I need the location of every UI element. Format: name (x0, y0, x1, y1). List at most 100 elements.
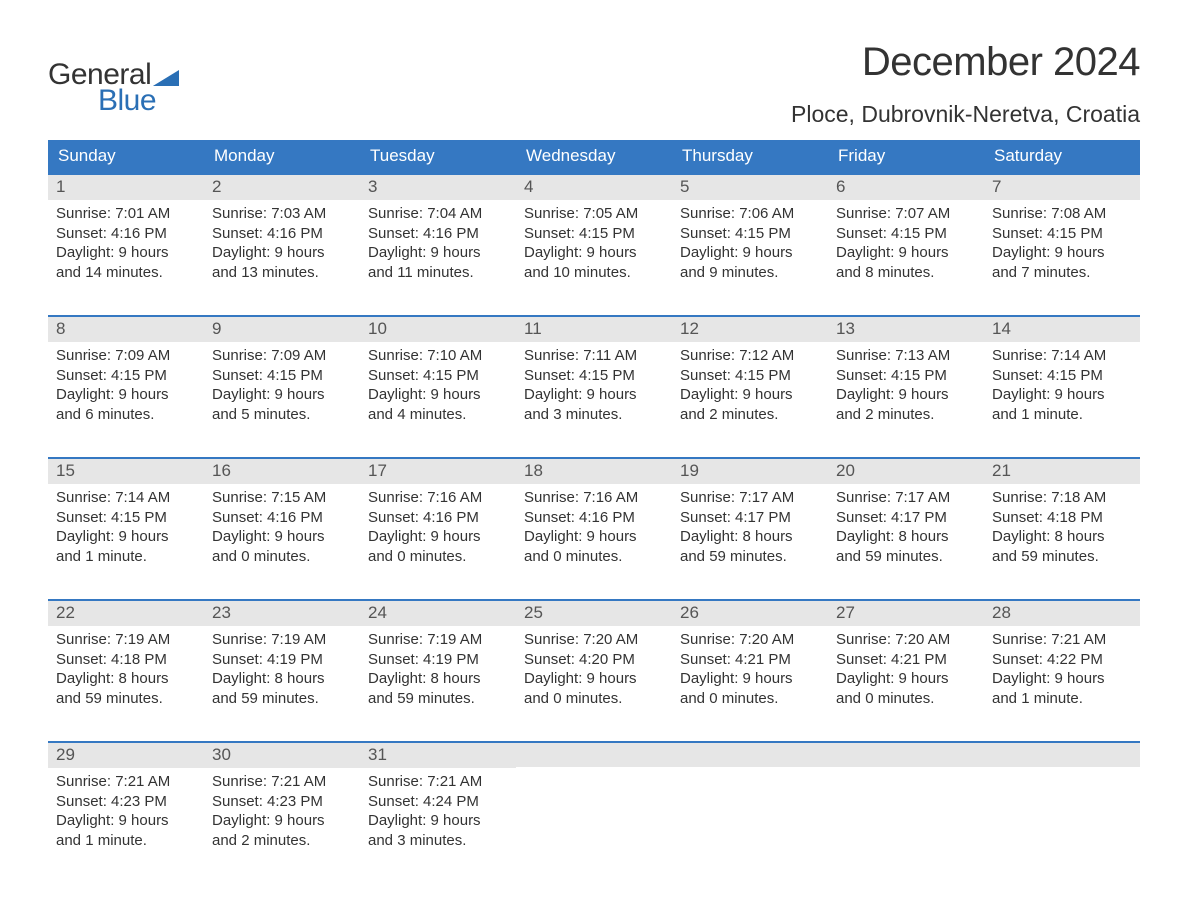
daylight-text: and 6 minutes. (56, 405, 196, 425)
day-number: 28 (984, 601, 1140, 626)
daylight-text: Daylight: 8 hours (368, 669, 508, 689)
day-content: Sunrise: 7:14 AMSunset: 4:15 PMDaylight:… (984, 342, 1140, 426)
month-title: December 2024 (791, 40, 1140, 85)
sunrise-text: Sunrise: 7:10 AM (368, 346, 508, 366)
day-content: Sunrise: 7:11 AMSunset: 4:15 PMDaylight:… (516, 342, 672, 426)
daylight-text: Daylight: 9 hours (212, 243, 352, 263)
empty-day-header (828, 743, 984, 767)
day-number: 6 (828, 175, 984, 200)
sunrise-text: Sunrise: 7:21 AM (368, 772, 508, 792)
sunrise-text: Sunrise: 7:16 AM (368, 488, 508, 508)
day-number: 14 (984, 317, 1140, 342)
daylight-text: and 4 minutes. (368, 405, 508, 425)
day-content: Sunrise: 7:19 AMSunset: 4:19 PMDaylight:… (360, 626, 516, 710)
calendar-day-cell: 23Sunrise: 7:19 AMSunset: 4:19 PMDayligh… (204, 601, 360, 719)
daylight-text: Daylight: 8 hours (56, 669, 196, 689)
daylight-text: and 1 minute. (56, 831, 196, 851)
daylight-text: and 59 minutes. (680, 547, 820, 567)
day-number: 10 (360, 317, 516, 342)
calendar-week: 1Sunrise: 7:01 AMSunset: 4:16 PMDaylight… (48, 173, 1140, 293)
calendar-day-cell: 21Sunrise: 7:18 AMSunset: 4:18 PMDayligh… (984, 459, 1140, 577)
sunrise-text: Sunrise: 7:12 AM (680, 346, 820, 366)
day-content: Sunrise: 7:19 AMSunset: 4:19 PMDaylight:… (204, 626, 360, 710)
sunrise-text: Sunrise: 7:21 AM (212, 772, 352, 792)
daylight-text: and 0 minutes. (524, 689, 664, 709)
calendar-day-cell: 15Sunrise: 7:14 AMSunset: 4:15 PMDayligh… (48, 459, 204, 577)
day-number: 1 (48, 175, 204, 200)
calendar-day-cell (516, 743, 672, 861)
sunrise-text: Sunrise: 7:13 AM (836, 346, 976, 366)
sunset-text: Sunset: 4:15 PM (992, 224, 1132, 244)
sunset-text: Sunset: 4:15 PM (836, 366, 976, 386)
sunset-text: Sunset: 4:15 PM (368, 366, 508, 386)
calendar-day-cell: 22Sunrise: 7:19 AMSunset: 4:18 PMDayligh… (48, 601, 204, 719)
daylight-text: Daylight: 9 hours (56, 811, 196, 831)
brand-word-2: Blue (98, 84, 179, 118)
day-content: Sunrise: 7:20 AMSunset: 4:20 PMDaylight:… (516, 626, 672, 710)
day-number: 30 (204, 743, 360, 768)
daylight-text: Daylight: 9 hours (836, 243, 976, 263)
calendar-day-cell: 11Sunrise: 7:11 AMSunset: 4:15 PMDayligh… (516, 317, 672, 435)
calendar-day-cell: 4Sunrise: 7:05 AMSunset: 4:15 PMDaylight… (516, 175, 672, 293)
daylight-text: and 0 minutes. (212, 547, 352, 567)
sunrise-text: Sunrise: 7:21 AM (56, 772, 196, 792)
calendar-week: 22Sunrise: 7:19 AMSunset: 4:18 PMDayligh… (48, 599, 1140, 719)
day-number: 31 (360, 743, 516, 768)
day-number: 24 (360, 601, 516, 626)
daylight-text: and 13 minutes. (212, 263, 352, 283)
daylight-text: and 14 minutes. (56, 263, 196, 283)
calendar-day-cell: 8Sunrise: 7:09 AMSunset: 4:15 PMDaylight… (48, 317, 204, 435)
daylight-text: and 7 minutes. (992, 263, 1132, 283)
empty-day-header (984, 743, 1140, 767)
day-number: 5 (672, 175, 828, 200)
sunset-text: Sunset: 4:24 PM (368, 792, 508, 812)
daylight-text: Daylight: 8 hours (212, 669, 352, 689)
daylight-text: and 1 minute. (992, 405, 1132, 425)
calendar-day-cell: 3Sunrise: 7:04 AMSunset: 4:16 PMDaylight… (360, 175, 516, 293)
day-number: 9 (204, 317, 360, 342)
sunset-text: Sunset: 4:15 PM (992, 366, 1132, 386)
day-number: 17 (360, 459, 516, 484)
sunrise-text: Sunrise: 7:15 AM (212, 488, 352, 508)
calendar-day-cell: 9Sunrise: 7:09 AMSunset: 4:15 PMDaylight… (204, 317, 360, 435)
day-number: 23 (204, 601, 360, 626)
daylight-text: and 0 minutes. (368, 547, 508, 567)
day-number: 11 (516, 317, 672, 342)
day-content: Sunrise: 7:09 AMSunset: 4:15 PMDaylight:… (204, 342, 360, 426)
daylight-text: Daylight: 9 hours (56, 527, 196, 547)
sunset-text: Sunset: 4:23 PM (56, 792, 196, 812)
daylight-text: and 9 minutes. (680, 263, 820, 283)
day-content: Sunrise: 7:21 AMSunset: 4:23 PMDaylight:… (204, 768, 360, 852)
daylight-text: and 1 minute. (56, 547, 196, 567)
day-number: 7 (984, 175, 1140, 200)
daylight-text: Daylight: 9 hours (368, 811, 508, 831)
calendar-week: 8Sunrise: 7:09 AMSunset: 4:15 PMDaylight… (48, 315, 1140, 435)
sunset-text: Sunset: 4:19 PM (212, 650, 352, 670)
sunrise-text: Sunrise: 7:06 AM (680, 204, 820, 224)
daylight-text: and 59 minutes. (212, 689, 352, 709)
sunrise-text: Sunrise: 7:08 AM (992, 204, 1132, 224)
daylight-text: Daylight: 9 hours (680, 243, 820, 263)
title-block: December 2024 Ploce, Dubrovnik-Neretva, … (791, 40, 1140, 128)
sunrise-text: Sunrise: 7:17 AM (836, 488, 976, 508)
sunrise-text: Sunrise: 7:20 AM (524, 630, 664, 650)
calendar-day-cell: 20Sunrise: 7:17 AMSunset: 4:17 PMDayligh… (828, 459, 984, 577)
day-content: Sunrise: 7:09 AMSunset: 4:15 PMDaylight:… (48, 342, 204, 426)
empty-day-header (516, 743, 672, 767)
day-number: 15 (48, 459, 204, 484)
calendar-day-cell: 5Sunrise: 7:06 AMSunset: 4:15 PMDaylight… (672, 175, 828, 293)
daylight-text: Daylight: 9 hours (680, 669, 820, 689)
day-number: 26 (672, 601, 828, 626)
sunset-text: Sunset: 4:15 PM (56, 366, 196, 386)
daylight-text: Daylight: 9 hours (524, 385, 664, 405)
sunset-text: Sunset: 4:17 PM (836, 508, 976, 528)
day-content: Sunrise: 7:21 AMSunset: 4:22 PMDaylight:… (984, 626, 1140, 710)
sunset-text: Sunset: 4:18 PM (992, 508, 1132, 528)
day-number: 4 (516, 175, 672, 200)
calendar-day-cell (828, 743, 984, 861)
daylight-text: and 0 minutes. (524, 547, 664, 567)
calendar-day-cell: 29Sunrise: 7:21 AMSunset: 4:23 PMDayligh… (48, 743, 204, 861)
weekday-header: Tuesday (360, 140, 516, 173)
day-content: Sunrise: 7:03 AMSunset: 4:16 PMDaylight:… (204, 200, 360, 284)
sunrise-text: Sunrise: 7:14 AM (56, 488, 196, 508)
